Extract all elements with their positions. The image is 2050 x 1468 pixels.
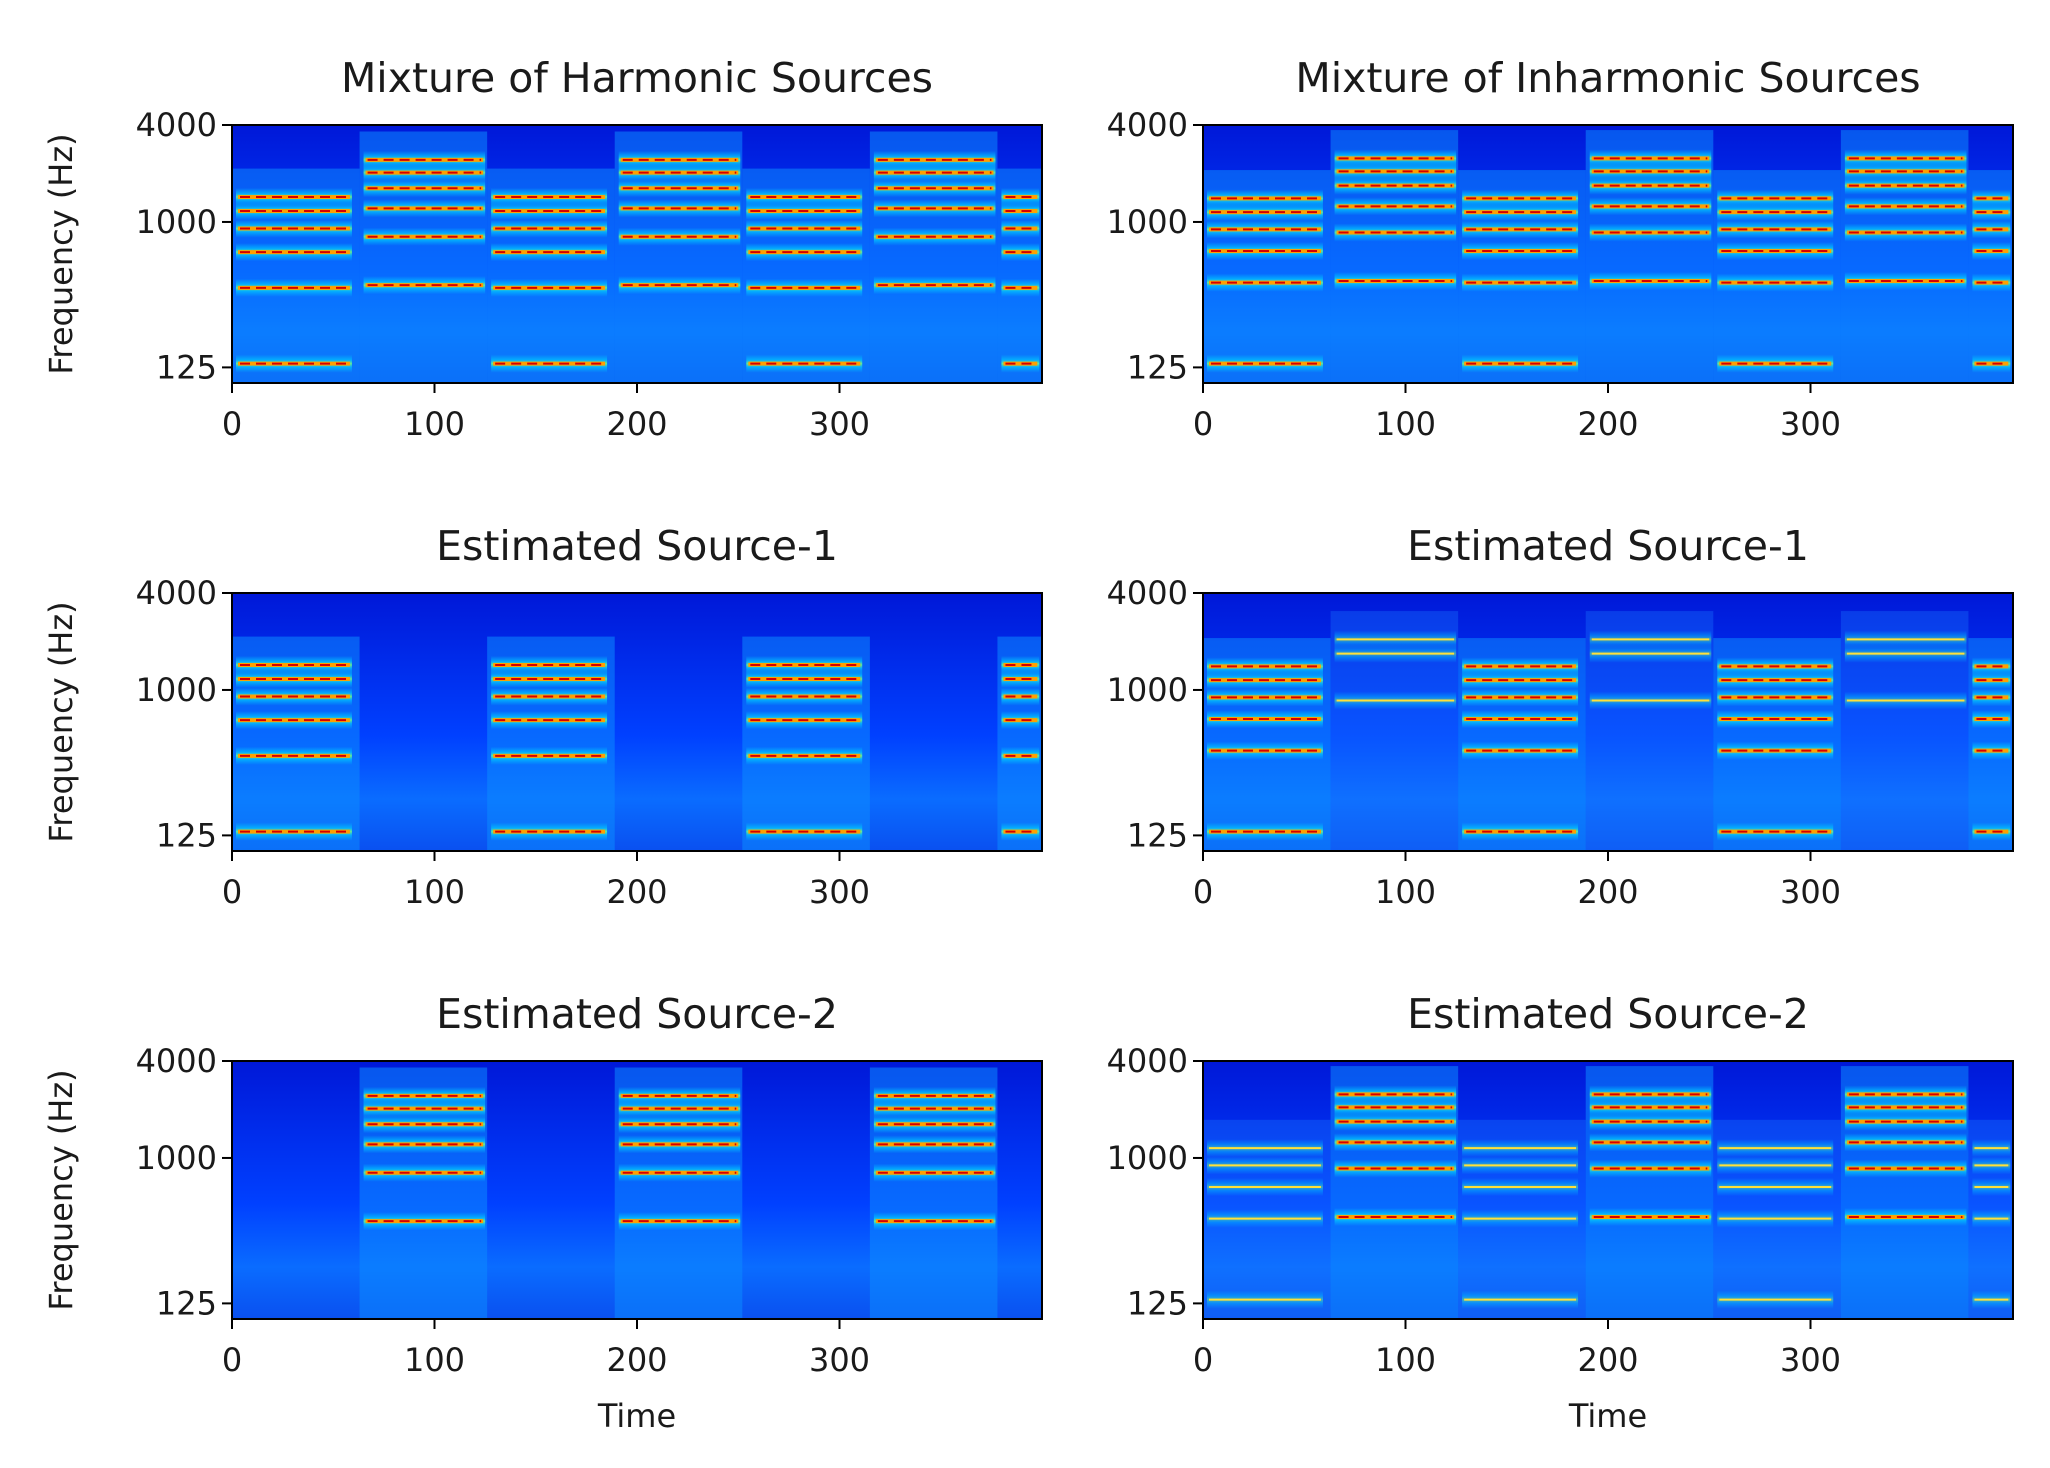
- x-tick-label: 100: [1375, 1341, 1436, 1379]
- segment-B-1: [614, 1067, 743, 1319]
- x-axis-label: Time: [597, 1397, 676, 1435]
- y-tick-label: 4000: [136, 106, 217, 144]
- x-tick-label: 100: [1375, 873, 1436, 911]
- spectrogram-panel-bottom-left: Estimated Source-2 0 100 200 300 125 1000 4000 F…: [42, 990, 1043, 1435]
- y-tick-label: 1000: [1107, 671, 1188, 709]
- x-tick-label: 100: [404, 405, 465, 443]
- spectrogram-panel-middle-left: Estimated Source-1 0 100 200 300 125 1000 4000 F…: [42, 522, 1043, 911]
- y-tick-label: 125: [156, 816, 217, 854]
- y-tick-label: 125: [1127, 1284, 1188, 1322]
- segment-A-2: [742, 636, 870, 851]
- segment-A-6: [1968, 638, 2013, 851]
- segment-A-0: [232, 168, 360, 383]
- spectrogram-panel-middle-right: Estimated Source-1 0 100 200 300 125 1000 4000: [1107, 522, 2014, 911]
- x-tick-label: 200: [606, 405, 667, 443]
- x-axis-label: Time: [1568, 1397, 1647, 1435]
- y-tick-label: 1000: [136, 203, 217, 241]
- segment-leak-5: [1840, 611, 1969, 851]
- segment-A-6: [1968, 170, 2013, 383]
- y-tick-label: 4000: [1107, 106, 1188, 144]
- segment-leak-4: [1713, 1119, 1841, 1319]
- segment-A-4: [742, 168, 870, 383]
- x-tick-label: 100: [404, 873, 465, 911]
- y-axis-label: Frequency (Hz): [42, 1069, 80, 1310]
- spectrogram-background: [232, 593, 1042, 851]
- x-tick-label: 0: [1193, 1341, 1213, 1379]
- x-tick-label: 0: [1193, 873, 1213, 911]
- y-tick-label: 4000: [1107, 574, 1188, 612]
- segment-leak-3: [1585, 611, 1714, 851]
- y-tick-label: 4000: [136, 574, 217, 612]
- y-tick-label: 1000: [136, 1139, 217, 1177]
- segment-B-1: [359, 131, 488, 383]
- x-tick-label: 200: [606, 873, 667, 911]
- segment-A-6: [997, 168, 1042, 383]
- segment-B-5: [1840, 130, 1969, 383]
- x-tick-label: 200: [1577, 1341, 1638, 1379]
- y-tick-label: 1000: [1107, 1139, 1188, 1177]
- x-tick-label: 300: [1780, 1341, 1841, 1379]
- segment-A-1: [487, 636, 615, 851]
- y-tick-label: 125: [1127, 816, 1188, 854]
- segment-B-3: [1585, 1066, 1714, 1319]
- segment-B-5: [1840, 1066, 1969, 1319]
- segment-B-3: [614, 131, 743, 383]
- x-tick-label: 200: [1577, 873, 1638, 911]
- x-tick-label: 0: [1193, 405, 1213, 443]
- y-axis-label: Frequency (Hz): [42, 133, 80, 374]
- spectrogram-panel-bottom-right: Estimated Source-2 0 100 200 300 125 1000 4000 T…: [1107, 990, 2014, 1435]
- segment-B-0: [359, 1067, 488, 1319]
- segment-A-0: [1203, 170, 1331, 383]
- x-tick-label: 0: [222, 1341, 242, 1379]
- segment-B-1: [1330, 1066, 1459, 1319]
- x-tick-label: 200: [606, 1341, 667, 1379]
- segment-leak-2: [1458, 1119, 1586, 1319]
- x-tick-label: 0: [222, 873, 242, 911]
- segment-A-2: [487, 168, 615, 383]
- y-tick-label: 4000: [1107, 1042, 1188, 1080]
- x-tick-label: 100: [1375, 405, 1436, 443]
- panel-title: Mixture of Harmonic Sources: [341, 54, 933, 102]
- x-tick-label: 300: [809, 873, 870, 911]
- x-tick-label: 300: [809, 1341, 870, 1379]
- y-tick-label: 125: [156, 1284, 217, 1322]
- segment-A-4: [1713, 170, 1841, 383]
- x-tick-label: 300: [1780, 405, 1841, 443]
- y-tick-label: 1000: [1107, 203, 1188, 241]
- segment-A-2: [1458, 170, 1586, 383]
- x-tick-label: 300: [809, 405, 870, 443]
- panel-title: Estimated Source-2: [1407, 990, 1809, 1038]
- spectrogram-panel-top-left: Mixture of Harmonic Sources 0 100 200 300 125…: [42, 54, 1043, 443]
- panel-title: Estimated Source-1: [1407, 522, 1809, 570]
- segment-leak-0: [1203, 1119, 1331, 1319]
- x-tick-label: 100: [404, 1341, 465, 1379]
- panel-title: Estimated Source-1: [436, 522, 838, 570]
- panel-title: Mixture of Inharmonic Sources: [1295, 54, 1920, 102]
- x-tick-label: 0: [222, 405, 242, 443]
- panel-title: Estimated Source-2: [436, 990, 838, 1038]
- segment-B-2: [869, 1067, 998, 1319]
- spectrogram-panel-top-right: Mixture of Inharmonic Sources 0 100 200 300 1…: [1107, 54, 2014, 443]
- y-tick-label: 4000: [136, 1042, 217, 1080]
- x-tick-label: 200: [1577, 405, 1638, 443]
- segment-A-4: [1713, 638, 1841, 851]
- segment-leak-1: [1330, 611, 1459, 851]
- x-tick-label: 300: [1780, 873, 1841, 911]
- segment-A-2: [1458, 638, 1586, 851]
- segment-A-0: [1203, 638, 1331, 851]
- segment-A-0: [232, 636, 360, 851]
- segment-B-5: [869, 131, 998, 383]
- y-tick-label: 1000: [136, 671, 217, 709]
- segment-B-3: [1585, 130, 1714, 383]
- y-axis-label: Frequency (Hz): [42, 601, 80, 842]
- segment-A-3: [997, 636, 1042, 851]
- y-tick-label: 125: [156, 348, 217, 386]
- segment-leak-6: [1968, 1119, 2013, 1319]
- y-tick-label: 125: [1127, 348, 1188, 386]
- segment-B-1: [1330, 130, 1459, 383]
